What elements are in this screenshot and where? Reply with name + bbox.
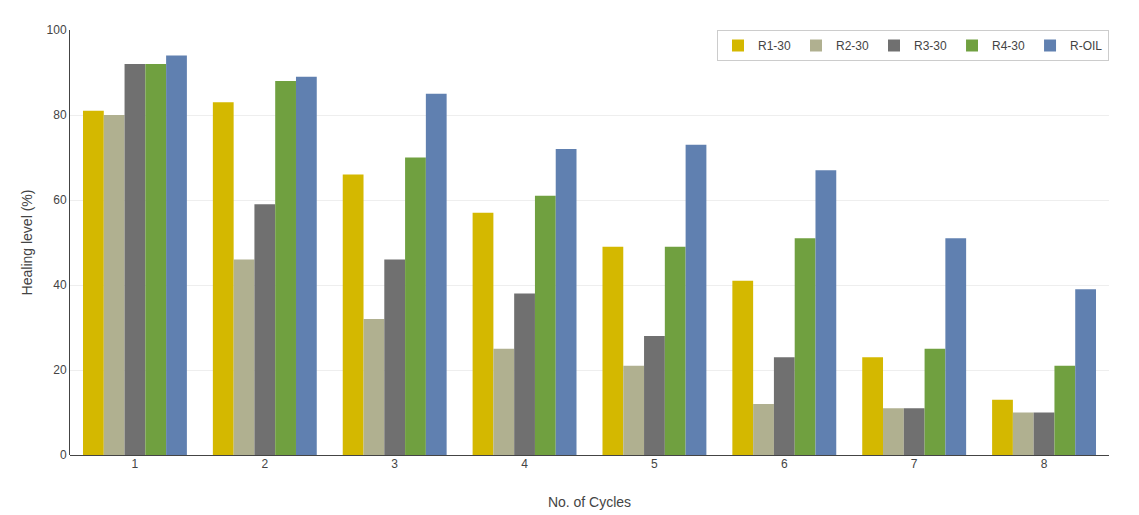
svg-text:4: 4 — [521, 457, 528, 471]
svg-text:Healing level (%): Healing level (%) — [19, 190, 35, 296]
svg-text:R3-30: R3-30 — [914, 39, 947, 53]
svg-text:100: 100 — [47, 23, 67, 37]
svg-text:80: 80 — [53, 108, 67, 122]
svg-text:7: 7 — [911, 457, 918, 471]
svg-text:6: 6 — [781, 457, 788, 471]
svg-text:60: 60 — [53, 193, 67, 207]
svg-text:8: 8 — [1041, 457, 1048, 471]
svg-text:0: 0 — [60, 448, 67, 462]
svg-text:R-OIL: R-OIL — [1070, 39, 1102, 53]
svg-text:40: 40 — [53, 278, 67, 292]
svg-text:3: 3 — [391, 457, 398, 471]
svg-text:No. of Cycles: No. of Cycles — [548, 494, 631, 510]
svg-text:R4-30: R4-30 — [992, 39, 1025, 53]
svg-text:2: 2 — [261, 457, 268, 471]
svg-text:R1-30: R1-30 — [758, 39, 791, 53]
svg-text:R2-30: R2-30 — [836, 39, 869, 53]
svg-text:20: 20 — [53, 363, 67, 377]
svg-text:1: 1 — [132, 457, 139, 471]
svg-text:5: 5 — [651, 457, 658, 471]
